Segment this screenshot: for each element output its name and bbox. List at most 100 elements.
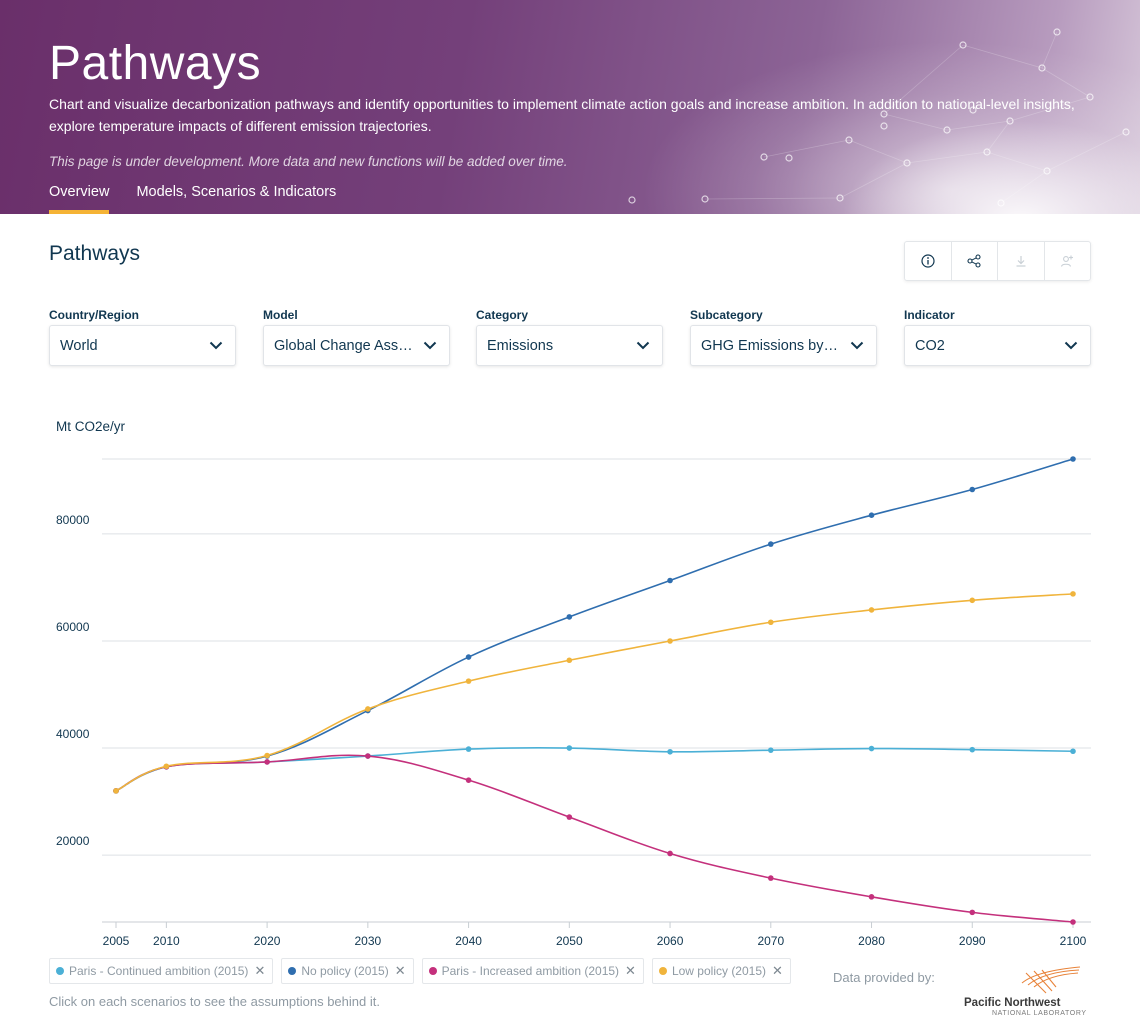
y-tick-label: 60000 bbox=[56, 620, 90, 634]
data-point bbox=[969, 746, 976, 753]
chart-toolbar bbox=[904, 241, 1091, 281]
data-point bbox=[667, 638, 673, 644]
data-point bbox=[767, 875, 774, 881]
data-point bbox=[767, 541, 774, 547]
data-point bbox=[969, 909, 976, 916]
filter-country-region: Country/Region World bbox=[49, 308, 236, 366]
chevron-down-icon bbox=[636, 341, 650, 350]
data-point bbox=[969, 486, 976, 493]
close-icon[interactable]: ✕ bbox=[254, 963, 266, 978]
data-point bbox=[1070, 456, 1076, 462]
data-point bbox=[465, 678, 472, 684]
filter-indicator: Indicator CO2 bbox=[904, 308, 1091, 366]
data-point bbox=[566, 657, 573, 664]
close-icon[interactable]: ✕ bbox=[772, 963, 783, 978]
data-point bbox=[264, 759, 270, 765]
data-point bbox=[868, 512, 875, 519]
legend-item[interactable]: Paris - Continued ambition (2015) ✕ bbox=[49, 958, 274, 984]
x-tick-label: 2100 bbox=[1060, 934, 1087, 948]
data-point bbox=[1070, 591, 1076, 597]
hero-banner: Pathways Chart and visualize decarboniza… bbox=[0, 0, 1140, 214]
legend-item[interactable]: Paris - Increased ambition (2015) ✕ bbox=[421, 958, 644, 984]
data-point bbox=[113, 788, 119, 794]
series-line bbox=[115, 746, 1074, 792]
series-line bbox=[115, 458, 1074, 792]
chevron-down-icon bbox=[209, 341, 223, 350]
data-point bbox=[868, 894, 875, 900]
close-icon[interactable]: ✕ bbox=[394, 963, 406, 978]
select-value: Emissions bbox=[487, 337, 554, 354]
chevron-down-icon bbox=[423, 341, 437, 350]
filter-label: Subcategory bbox=[690, 308, 763, 322]
x-tick-label: 2090 bbox=[959, 934, 986, 948]
legend-item[interactable]: Low policy (2015) ✕ bbox=[651, 958, 791, 984]
network-pattern bbox=[628, 28, 1130, 207]
select-value: GHG Emissions by gas bbox=[701, 337, 841, 354]
scenario-legend: Paris - Continued ambition (2015) ✕ No pol… bbox=[49, 958, 791, 984]
page-title: Pathways bbox=[49, 37, 262, 90]
section-title: Pathways bbox=[49, 242, 141, 265]
x-tick-label: 2040 bbox=[455, 934, 482, 948]
download-button[interactable] bbox=[998, 242, 1045, 280]
series-line bbox=[115, 754, 1074, 923]
y-axis-unit: Mt CO2e/yr bbox=[56, 419, 126, 434]
legend-label: No policy (2015) bbox=[301, 964, 389, 978]
development-note: This page is under development. More dat… bbox=[49, 154, 568, 169]
data-point bbox=[767, 619, 774, 626]
filter-label: Category bbox=[476, 308, 529, 322]
subcategory-select[interactable]: GHG Emissions by gas bbox=[690, 325, 877, 366]
add-to-user-button[interactable] bbox=[1045, 242, 1091, 280]
x-tick-label: 2030 bbox=[354, 934, 381, 948]
data-provider-label: Data provided by: bbox=[833, 970, 935, 985]
x-tick-label: 2060 bbox=[657, 934, 684, 948]
data-point bbox=[1070, 919, 1076, 925]
legend-item[interactable]: No policy (2015) ✕ bbox=[281, 958, 414, 984]
data-point bbox=[264, 752, 270, 759]
data-point bbox=[566, 745, 573, 751]
logo-subtitle: NATIONAL LABORATORY bbox=[992, 1010, 1087, 1017]
country-region-select[interactable]: World bbox=[49, 325, 236, 366]
info-icon bbox=[921, 254, 935, 268]
data-point bbox=[365, 706, 371, 712]
data-point bbox=[163, 763, 170, 770]
y-tick-label: 80000 bbox=[56, 513, 90, 527]
data-point bbox=[969, 597, 976, 604]
data-point bbox=[465, 654, 472, 660]
legend-dot-icon bbox=[658, 967, 667, 975]
category-select[interactable]: Emissions bbox=[476, 325, 663, 366]
legend-label: Paris - Continued ambition (2015) bbox=[69, 964, 249, 978]
data-point bbox=[868, 745, 875, 752]
data-point bbox=[465, 777, 472, 783]
x-tick-label: 2005 bbox=[103, 934, 130, 948]
filter-subcategory: Subcategory GHG Emissions by gas bbox=[690, 308, 877, 366]
share-button[interactable] bbox=[952, 242, 998, 280]
share-icon bbox=[967, 254, 981, 268]
legend-hint: Click on each scenarios to see the assum… bbox=[49, 994, 380, 1009]
chevron-down-icon bbox=[1064, 341, 1078, 350]
x-tick-label: 2020 bbox=[254, 934, 281, 948]
y-tick-label: 40000 bbox=[56, 727, 90, 741]
tab-models-scenarios-indicators[interactable]: Models, Scenarios & Indicators bbox=[136, 184, 337, 200]
x-tick-label: 2010 bbox=[153, 934, 180, 948]
data-point bbox=[365, 753, 371, 759]
model-select[interactable]: Global Change Assessment Model bbox=[263, 325, 450, 366]
select-value: World bbox=[60, 337, 98, 354]
indicator-select[interactable]: CO2 bbox=[904, 325, 1091, 366]
filter-category: Category Emissions bbox=[476, 308, 663, 366]
hero-tabs: Overview Models, Scenarios & Indicators bbox=[49, 184, 336, 214]
data-point bbox=[667, 748, 673, 755]
info-button[interactable] bbox=[905, 242, 952, 280]
x-tick-label: 2070 bbox=[757, 934, 784, 948]
select-value: Global Change Assessment Model bbox=[274, 337, 414, 354]
close-icon[interactable]: ✕ bbox=[625, 963, 636, 978]
pnnl-logo: Pacific Northwest NATIONAL LABORATORY bbox=[962, 965, 1086, 1019]
x-tick-label: 2050 bbox=[556, 934, 583, 948]
tab-overview[interactable]: Overview bbox=[49, 184, 110, 214]
legend-dot-icon bbox=[288, 967, 297, 975]
download-icon bbox=[1016, 256, 1026, 267]
data-point bbox=[667, 850, 673, 857]
legend-label: Low policy (2015) bbox=[671, 964, 767, 978]
legend-dot-icon bbox=[56, 967, 64, 975]
data-point bbox=[767, 747, 774, 753]
x-tick-label: 2080 bbox=[858, 934, 885, 948]
